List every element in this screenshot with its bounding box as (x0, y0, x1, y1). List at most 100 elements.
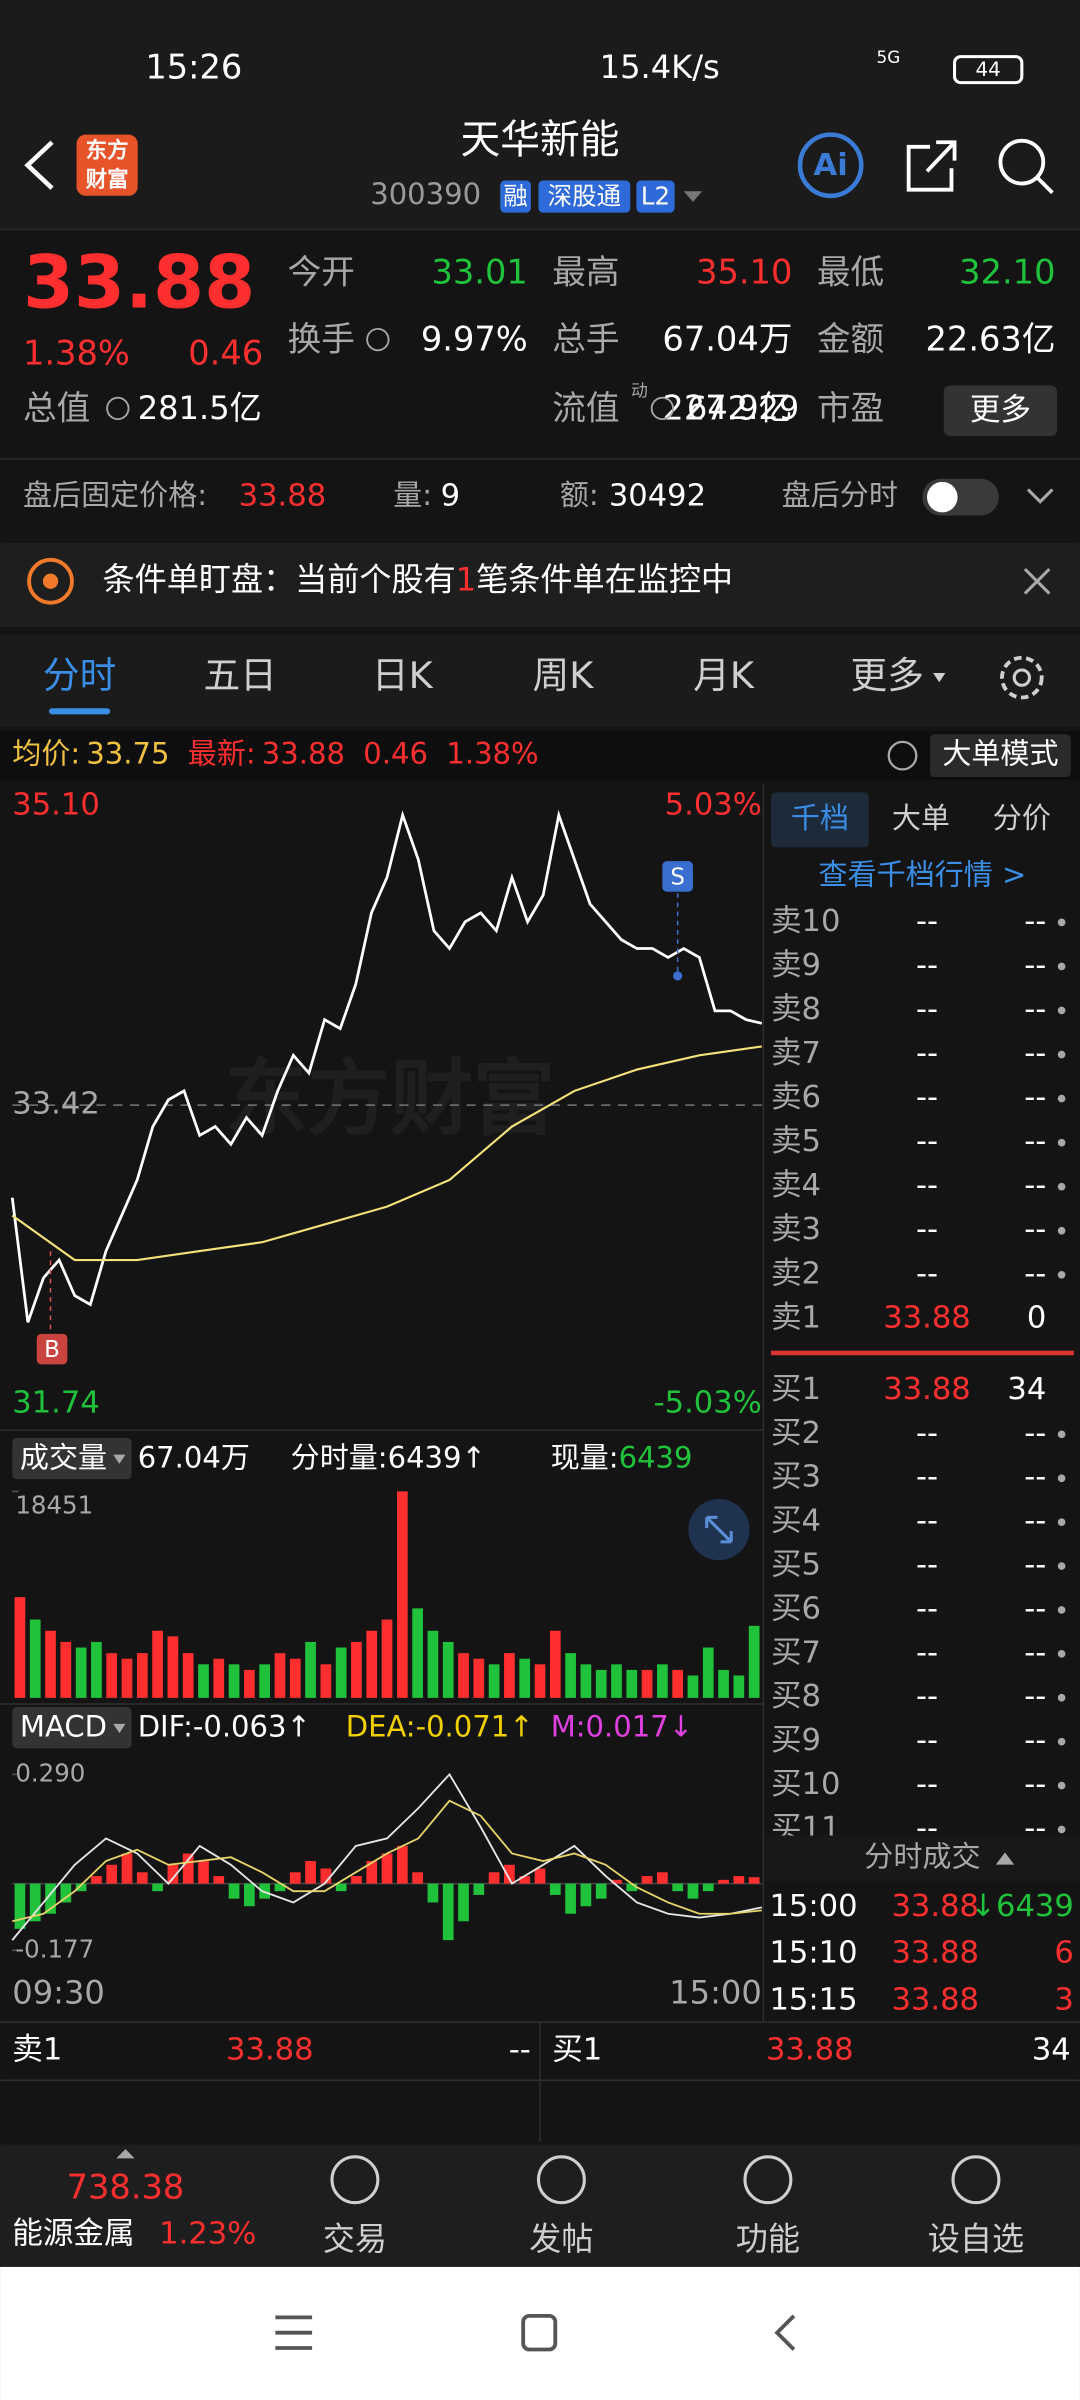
more-button[interactable] (943, 385, 1058, 436)
book-cell: 买7 (771, 1635, 821, 1670)
macd-bar (580, 1883, 592, 1907)
trades-title[interactable]: 分时成交 (864, 1840, 980, 1874)
volume-bar (14, 1597, 26, 1698)
macd-bar (504, 1864, 515, 1884)
bid-price: 33.88 (766, 2033, 854, 2068)
expand-arrow[interactable] (1026, 488, 1054, 504)
book-tab[interactable]: 千档 (791, 801, 849, 835)
macd-bar (182, 1853, 194, 1884)
book-link[interactable]: 查看千档行情 > (818, 857, 1026, 891)
volume-bar (244, 1669, 255, 1698)
book-tab-active[interactable] (770, 792, 869, 848)
volume-annotation: 分时量:6439↑ (291, 1440, 486, 1474)
tab[interactable]: 周K (533, 654, 595, 697)
index-name[interactable]: 能源金属 (12, 2216, 134, 2251)
nav-item[interactable]: 功能 (736, 2220, 800, 2258)
y-tick-label: 0.290 (15, 1758, 85, 1787)
tab[interactable]: 月K (693, 654, 755, 697)
after-hours-volume: 9 (441, 479, 460, 514)
back-button[interactable] (24, 140, 54, 190)
macd-bar (427, 1883, 439, 1903)
more-label[interactable]: 更多 (970, 393, 1031, 428)
macd-title[interactable]: MACD (20, 1709, 107, 1743)
tag: 融 (503, 181, 527, 210)
volume-bar (289, 1658, 301, 1698)
macd-bar (29, 1883, 41, 1922)
book-tab[interactable]: 分价 (993, 801, 1051, 835)
tab[interactable]: 五日 (203, 654, 276, 697)
macd-title-bg[interactable] (12, 1707, 132, 1749)
bid-volume: 34 (1032, 2033, 1071, 2068)
buy-marker (36, 1333, 68, 1365)
tab[interactable]: 更多 (851, 654, 924, 697)
nav-icon[interactable] (743, 2155, 793, 2205)
tab[interactable]: 分时 (43, 654, 116, 697)
stat-value: 67.04万 (662, 320, 792, 359)
macd-bar (335, 1883, 347, 1892)
index-change[interactable]: 1.23% (159, 2216, 256, 2251)
alert-close[interactable] (1023, 567, 1051, 595)
battery-level: 44 (976, 58, 1001, 81)
nav-item[interactable]: 设自选 (928, 2220, 1024, 2258)
volume-bar (106, 1653, 118, 1698)
book-cell: 买8 (771, 1679, 821, 1714)
after-hours-label: 量: (393, 478, 432, 512)
big-order-label[interactable]: 大单模式 (942, 737, 1058, 771)
toggle-knob[interactable] (926, 481, 958, 513)
book-volume: -- (1024, 904, 1046, 939)
book-tab[interactable]: 大单 (892, 801, 950, 835)
macd-bar (672, 1883, 684, 1892)
nav-bg (0, 2144, 1080, 2267)
book-price: 33.88 (883, 1300, 971, 1335)
sell-marker (662, 861, 693, 892)
search-button[interactable] (998, 138, 1046, 186)
book-cell: -- (916, 1548, 938, 1583)
nav-item[interactable]: 交易 (323, 2220, 387, 2258)
home-button[interactable] (521, 2313, 558, 2352)
big-order-button[interactable] (930, 734, 1071, 778)
stock-code: 300390 (370, 177, 481, 211)
menu-button[interactable] (275, 2315, 313, 2350)
tab[interactable]: 日K (372, 654, 434, 697)
macd-bar (641, 1876, 653, 1884)
ask-volume: -- (509, 2033, 531, 2068)
share-button[interactable] (906, 140, 957, 192)
m-label: M:0.017↓ (551, 1709, 693, 1743)
tag: L2 (641, 181, 670, 210)
book-volume: -- (1024, 1168, 1046, 1203)
macd-bar (198, 1861, 209, 1884)
settings-button[interactable] (1000, 655, 1044, 700)
ai-button[interactable] (797, 132, 864, 199)
x-tick-label: 15:00 (669, 1974, 762, 2012)
nav-icon[interactable] (536, 2155, 586, 2205)
volume-total: 67.04万 (138, 1440, 250, 1474)
status-time: 15:26 (145, 47, 242, 86)
volume-title-bg[interactable] (12, 1437, 132, 1480)
book-price: -- (916, 992, 938, 1027)
after-hours-price: 33.88 (239, 479, 327, 514)
book-cell: 买1 (771, 1372, 821, 1407)
nav-item[interactable]: 发帖 (529, 2220, 593, 2258)
macd-bar (595, 1883, 607, 1899)
back-nav-button[interactable] (774, 2314, 796, 2351)
book-cell: -- (1024, 1767, 1046, 1802)
volume-bar (335, 1647, 347, 1698)
volume-bar (259, 1664, 271, 1698)
nav-icon[interactable] (330, 2155, 380, 2205)
y2-tick-label: 5.03% (665, 788, 762, 823)
tab-underline (48, 708, 111, 715)
info-line: 均价: 33.75 最新: 33.88 0.46 1.38% (12, 737, 538, 771)
trade-time: 15:15 (769, 1982, 857, 2017)
macd-bar (228, 1883, 240, 1899)
book-label: 卖5 (771, 1124, 821, 1159)
macd-bar (549, 1883, 561, 1895)
bid-label: 买1 (552, 2033, 602, 2068)
volume-title-arrow (113, 1454, 126, 1464)
nav-icon[interactable] (951, 2155, 1001, 2205)
index-value[interactable]: 738.38 (67, 2167, 185, 2206)
macd-bar (702, 1883, 714, 1892)
ai-label[interactable]: Ai (814, 148, 848, 183)
stat-value: 642.29 (687, 389, 799, 427)
volume-title[interactable]: 成交量 (20, 1440, 107, 1474)
book-label: 卖2 (771, 1256, 821, 1291)
